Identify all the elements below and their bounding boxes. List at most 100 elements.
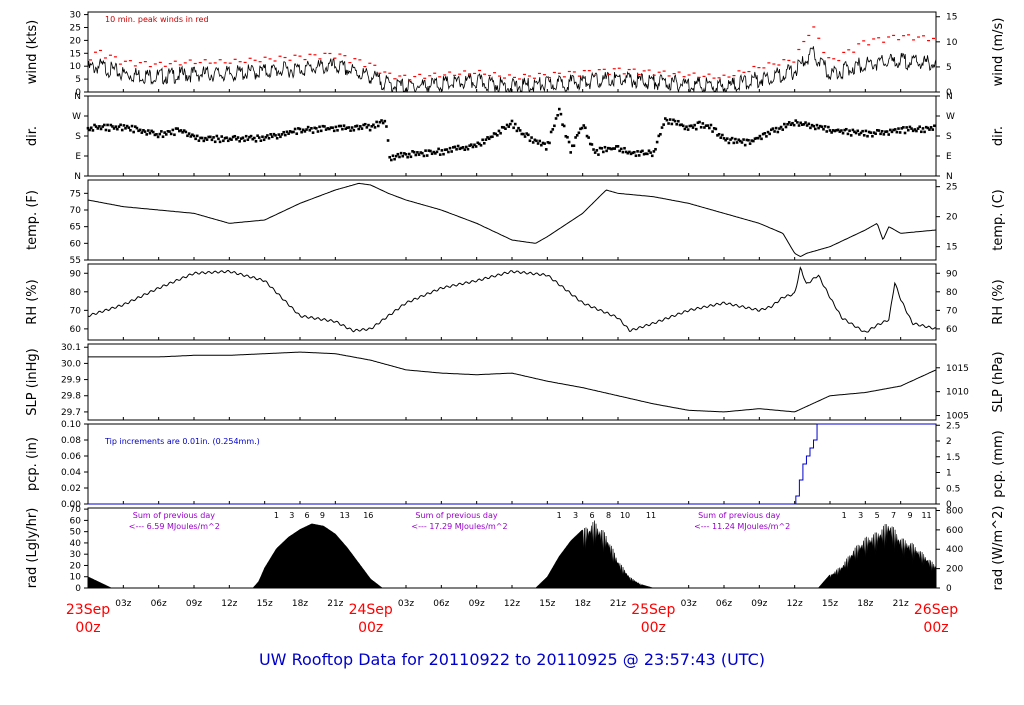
dir-point — [410, 155, 413, 158]
dir-point — [209, 136, 212, 139]
dir-point — [367, 124, 370, 127]
dir-point — [356, 125, 359, 128]
dir-point — [928, 128, 931, 131]
dir-point — [144, 130, 147, 133]
left-tick-label: 10 — [70, 573, 82, 583]
dir-point — [450, 150, 453, 153]
dir-point — [145, 133, 148, 136]
right-tick-label: W — [946, 112, 955, 122]
dir-point — [480, 144, 483, 147]
left-tick-label: 60 — [70, 516, 82, 526]
dir-point — [499, 132, 502, 135]
rad-hour-mark: 11 — [921, 511, 931, 520]
dir-point — [517, 127, 520, 130]
pcp-trace — [88, 424, 936, 504]
dir-point — [333, 130, 336, 133]
ylabel-right: temp. (C) — [991, 189, 1006, 251]
dir-point — [214, 140, 217, 143]
dir-point — [666, 119, 669, 122]
dir-point — [491, 135, 494, 138]
dir-point — [90, 126, 93, 129]
dir-point — [119, 124, 122, 127]
dir-point — [198, 139, 201, 142]
ylabel-left: wind (kts) — [25, 20, 40, 84]
right-tick-label: 25 — [946, 183, 957, 193]
right-tick-label: 1010 — [946, 388, 969, 398]
dir-point — [537, 142, 540, 145]
dir-point — [529, 139, 532, 142]
dir-point — [129, 129, 132, 132]
dir-point — [155, 133, 158, 136]
dir-point — [522, 133, 525, 136]
dir-point — [728, 142, 731, 145]
dir-point — [424, 149, 427, 152]
dir-point — [457, 145, 460, 148]
panel-slp: 29.729.829.930.030.1100510101015SLP (inH… — [25, 343, 1006, 421]
dir-point — [380, 119, 383, 122]
dir-point — [568, 141, 571, 144]
dir-point — [866, 135, 869, 138]
hour-tick-label: 18z — [857, 599, 873, 609]
rad-hour-mark: 10 — [620, 511, 630, 520]
dir-point — [295, 132, 298, 135]
dir-point — [216, 135, 219, 138]
dir-point — [566, 136, 569, 139]
dir-point — [671, 123, 674, 126]
left-tick-label: 40 — [70, 539, 82, 549]
dir-point — [532, 141, 535, 144]
dir-point — [123, 124, 126, 127]
dir-point — [405, 153, 408, 156]
dir-point — [702, 122, 705, 125]
dir-point — [341, 128, 344, 131]
left-tick-label: 15 — [70, 49, 81, 59]
dir-point — [225, 136, 228, 139]
dir-point — [550, 131, 553, 134]
dir-point — [222, 139, 225, 142]
slp-trace — [88, 352, 936, 412]
dir-point — [783, 123, 786, 126]
left-tick-label: 30 — [70, 550, 82, 560]
dir-point — [103, 124, 106, 127]
dir-point — [121, 129, 124, 132]
panel-pcp: 0.000.020.040.060.080.1000.511.522.5pcp.… — [25, 420, 1006, 510]
dir-point — [809, 127, 812, 130]
ylabel-left: SLP (inHg) — [25, 348, 40, 416]
right-tick-label: N — [946, 172, 953, 182]
dir-point — [662, 123, 665, 126]
right-tick-label: 20 — [946, 213, 958, 223]
dir-point — [162, 135, 165, 138]
dir-point — [848, 129, 851, 132]
dir-point — [897, 127, 900, 130]
dir-point — [361, 127, 364, 130]
dir-point — [108, 129, 111, 132]
dir-point — [675, 123, 678, 126]
left-tick-label: S — [75, 132, 81, 142]
day-label: 24Sep — [349, 602, 393, 618]
dir-point — [442, 153, 445, 156]
dir-point — [387, 139, 390, 142]
right-tick-label: 5 — [946, 63, 952, 73]
dir-point — [620, 148, 623, 151]
left-tick-label: 29.8 — [61, 392, 81, 402]
left-tick-label: 30.1 — [61, 343, 81, 353]
dir-point — [429, 150, 432, 153]
wind-annotation: 10 min. peak winds in red — [105, 15, 209, 24]
dir-point — [894, 128, 897, 131]
rad-hour-mark: 3 — [573, 511, 578, 520]
dir-point — [260, 139, 263, 142]
dir-point — [366, 126, 369, 129]
dir-point — [421, 152, 424, 155]
dir-point — [274, 134, 277, 137]
dir-point — [139, 129, 142, 132]
wind-mean-trace — [88, 46, 936, 91]
dir-point — [793, 124, 796, 127]
dir-point — [918, 125, 921, 128]
dir-point — [211, 139, 214, 142]
dir-point — [498, 130, 501, 133]
left-tick-label: W — [72, 112, 81, 122]
panel-frame — [88, 508, 936, 588]
dir-point — [847, 133, 850, 136]
dir-point — [907, 129, 910, 132]
dir-point — [763, 132, 766, 135]
left-tick-label: 70 — [70, 306, 82, 316]
